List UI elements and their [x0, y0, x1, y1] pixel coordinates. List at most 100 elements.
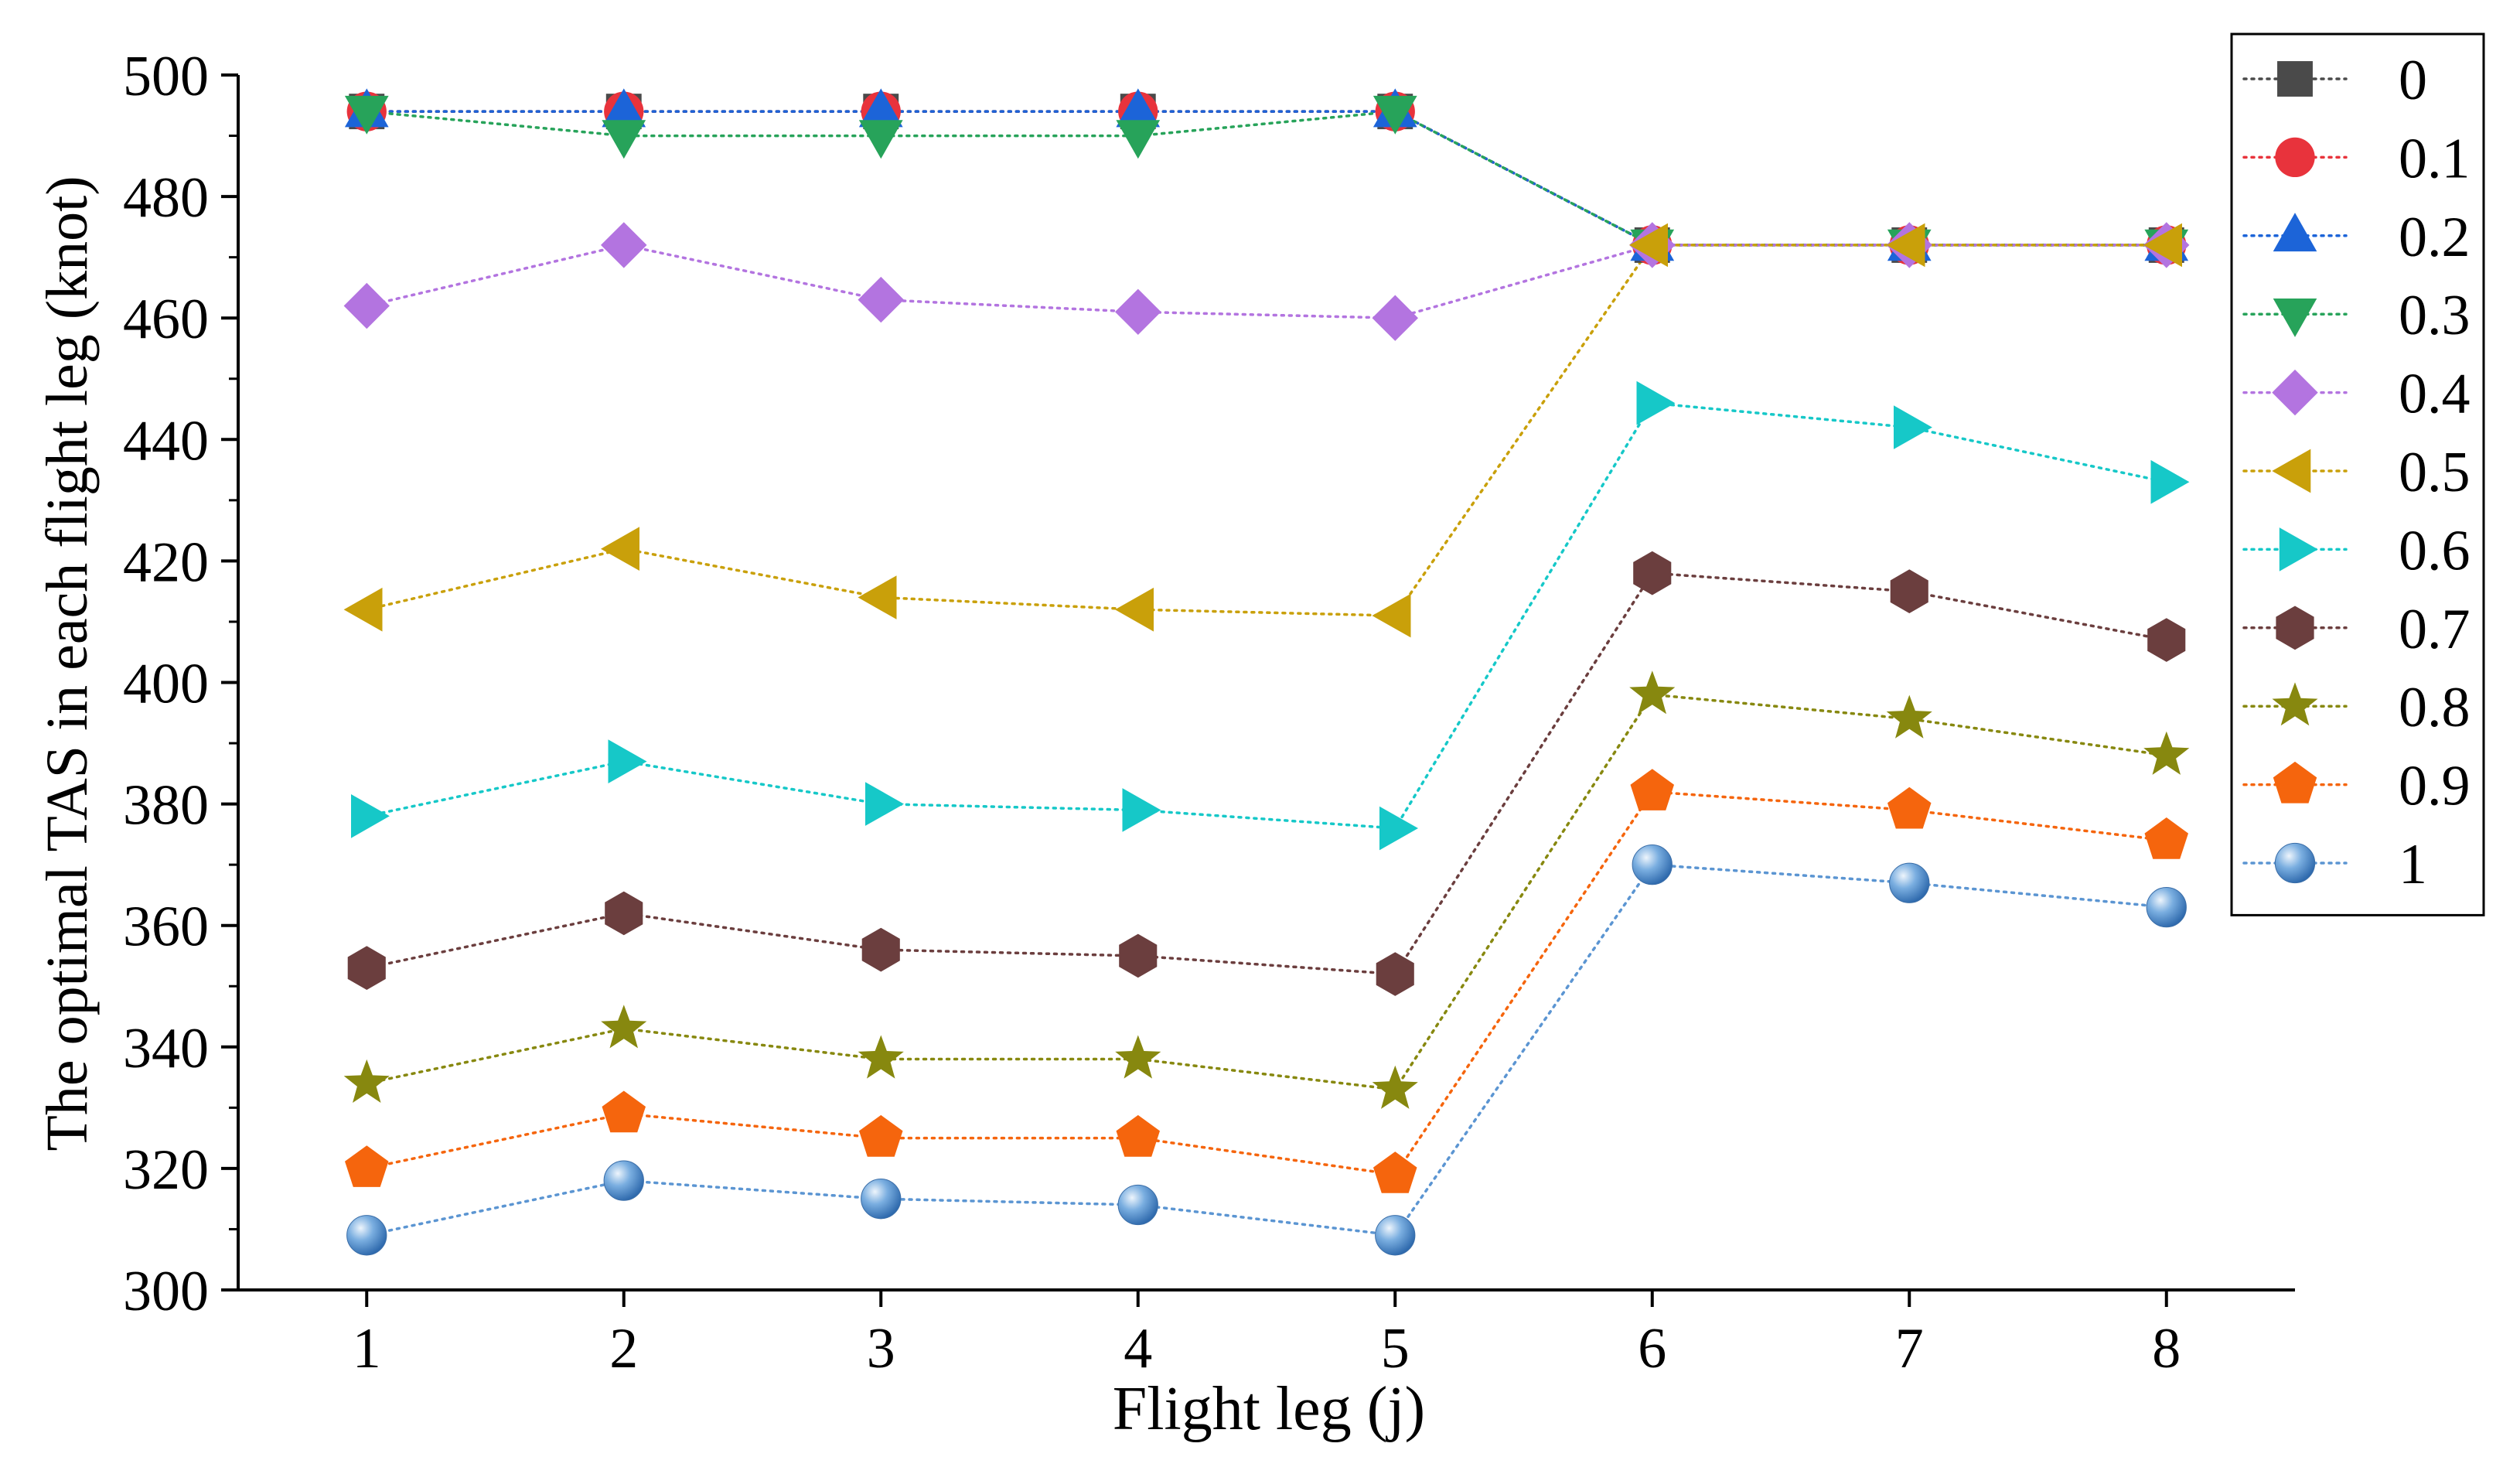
- data-point-0-4: [601, 222, 647, 268]
- y-tick-label: 360: [123, 896, 209, 959]
- data-point-0-6: [1894, 405, 1932, 449]
- data-point-0-5: [2143, 223, 2182, 268]
- data-point-0-3: [858, 120, 903, 159]
- y-tick-label: 480: [123, 166, 209, 230]
- data-point-0-4: [343, 282, 390, 329]
- plot-axes: 300 320 340 360 380 400 420 440 460 480 500 1 2 3 4 5 6 7…: [123, 45, 2295, 1380]
- legend-marker-1: [2274, 842, 2316, 884]
- legend-marker-0-2: [2273, 213, 2317, 252]
- data-point-0-9: [345, 1145, 389, 1187]
- x-tick-label: 6: [1638, 1317, 1666, 1380]
- x-axis-title: Flight leg (j): [1113, 1375, 1425, 1443]
- data-point-1: [603, 1160, 644, 1201]
- data-point-0-6: [1379, 806, 1418, 851]
- data-point-0-7: [1119, 933, 1158, 978]
- x-tick-label: 2: [609, 1317, 638, 1380]
- x-tick-label: 3: [867, 1317, 895, 1380]
- data-point-0-9: [1887, 786, 1932, 829]
- y-axis-title: The optimal TAS in each flight leg (knot…: [35, 176, 100, 1151]
- data-point-0-6: [351, 794, 390, 838]
- series-line-0-5: [365, 244, 2168, 617]
- legend-marker-0-3: [2273, 299, 2317, 337]
- data-point-1: [1889, 862, 1930, 903]
- legend-marker-0-7: [2276, 606, 2314, 650]
- x-tick-label: 8: [2152, 1317, 2181, 1380]
- legend-marker-0-5: [2272, 449, 2311, 493]
- data-point-0-9: [2144, 817, 2188, 859]
- series-markers: [343, 88, 2190, 1256]
- data-point-0-6: [1122, 788, 1161, 832]
- data-point-1: [1632, 844, 1673, 885]
- legend-label-0-6: 0.6: [2399, 519, 2471, 582]
- data-point-0-2: [858, 88, 903, 128]
- legend-label-0-3: 0.3: [2399, 284, 2471, 347]
- x-tick-label: 4: [1124, 1317, 1152, 1380]
- data-point-0-2: [602, 88, 646, 128]
- data-point-0-4: [1372, 295, 1418, 341]
- series-line-0-9: [365, 790, 2168, 1176]
- data-point-0-4: [1115, 288, 1161, 335]
- data-point-0-8: [601, 1005, 647, 1049]
- data-point-1: [346, 1215, 387, 1256]
- data-point-0-5: [1629, 223, 1668, 268]
- series-line-0-6: [365, 401, 2168, 830]
- data-point-0-9: [1373, 1152, 1417, 1193]
- data-point-0-5: [343, 587, 383, 632]
- legend-label-1: 1: [2399, 833, 2427, 896]
- y-tick-label: 440: [123, 409, 209, 473]
- legend-label-0-8: 0.8: [2399, 676, 2471, 739]
- data-point-0-5: [601, 527, 639, 571]
- data-point-0-5: [1372, 593, 1411, 638]
- data-point-0-3: [1373, 95, 1417, 135]
- legend-marker-0: [2277, 61, 2313, 97]
- series-line-0-8: [365, 693, 2168, 1091]
- series-line-1: [365, 863, 2168, 1237]
- data-point-0-7: [2147, 618, 2186, 662]
- x-tick-label: 1: [353, 1317, 381, 1380]
- data-point-0-7: [861, 927, 900, 972]
- data-point-0-8: [1372, 1065, 1418, 1109]
- legend-marker-0-8: [2272, 682, 2318, 726]
- y-tick-label: 420: [123, 531, 209, 594]
- y-tick-label: 340: [123, 1017, 209, 1080]
- legend-label-0-2: 0.2: [2399, 206, 2471, 269]
- data-point-0-7: [1633, 551, 1672, 595]
- legend-label-0-5: 0.5: [2399, 441, 2471, 504]
- data-point-0-8: [343, 1059, 390, 1103]
- data-point-0-4: [858, 276, 904, 323]
- y-tick-label: 300: [123, 1260, 209, 1323]
- data-point-0-5: [1886, 223, 1925, 268]
- legend-box: [2230, 32, 2485, 916]
- data-point-1: [861, 1179, 902, 1220]
- data-point-1: [2146, 886, 2187, 928]
- data-point-0-8: [1629, 670, 1676, 715]
- series-line-0-3: [365, 110, 2168, 247]
- data-point-0-8: [858, 1035, 904, 1079]
- data-point-0-7: [1376, 952, 1414, 996]
- legend-label-0-1: 0.1: [2399, 127, 2471, 190]
- data-point-0-9: [1116, 1114, 1160, 1157]
- data-point-0-2: [1116, 88, 1161, 128]
- legend-label-0: 0: [2399, 49, 2427, 112]
- series-line-0-4: [365, 244, 2168, 319]
- legend-marker-0-1: [2275, 137, 2315, 178]
- y-tick-label: 500: [123, 45, 209, 108]
- y-tick-label: 320: [123, 1138, 209, 1202]
- data-point-0-3: [1116, 120, 1161, 159]
- legend-marker-0-4: [2272, 369, 2318, 416]
- data-point-0-7: [605, 891, 643, 936]
- data-point-0-8: [2143, 731, 2190, 775]
- y-tick-label: 400: [123, 653, 209, 716]
- legend: 0 0.1 0.2 0.3 0.4 0.5 0.6 0.7 0.8 0.9 1: [2230, 32, 2485, 916]
- legend-marker-0-9: [2273, 761, 2317, 804]
- data-point-0-6: [865, 782, 904, 826]
- data-point-0-8: [1886, 694, 1932, 739]
- y-tick-label: 380: [123, 774, 209, 838]
- data-point-0-5: [858, 575, 897, 619]
- legend-label-0-7: 0.7: [2399, 598, 2471, 661]
- legend-marker-0-6: [2279, 527, 2318, 572]
- x-tick-label: 7: [1895, 1317, 1924, 1380]
- data-point-0-3: [344, 95, 389, 135]
- data-point-0-5: [1115, 587, 1154, 632]
